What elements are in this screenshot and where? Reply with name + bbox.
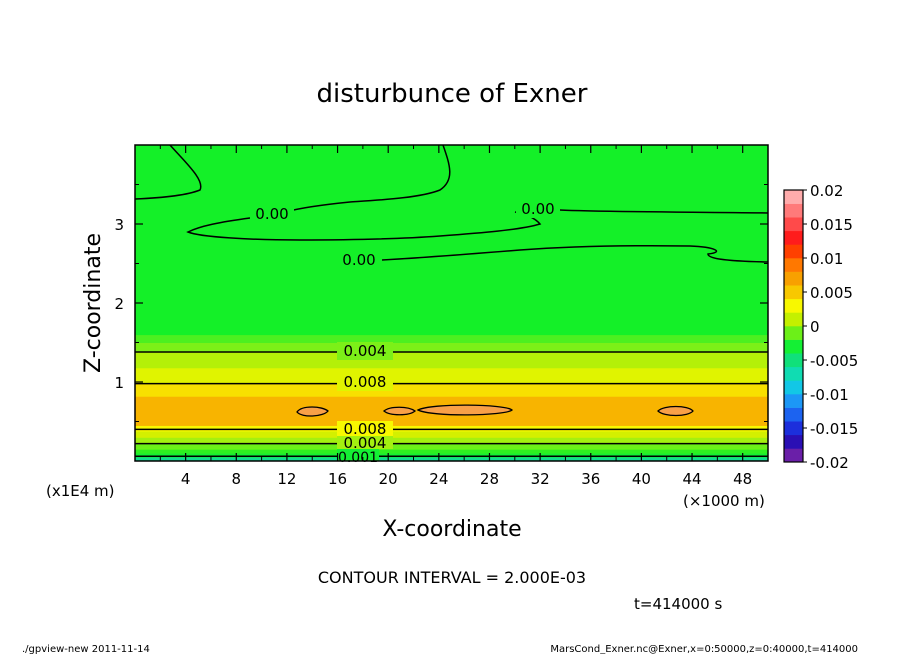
colorbar-swatch [784,339,803,354]
colorbar-swatch [784,353,803,368]
colorbar-swatch [784,366,803,381]
colorbar-tick-label: 0 [810,318,820,336]
contour-band [135,453,768,458]
colorbar-swatch [784,244,803,259]
colorbar [784,190,803,463]
contour-blob [296,406,329,417]
colorbar-swatch [784,312,803,327]
colorbar-swatch [784,394,803,408]
y-tick-label: 3 [114,216,124,234]
x-tick-label: 16 [328,470,347,488]
x-tick-label: 48 [733,470,752,488]
colorbar-tick-label: 0.005 [810,284,853,302]
colorbar-swatch [784,448,803,463]
y-axis-label: Z-coordinate [81,233,106,373]
colorbar-swatch [784,203,803,218]
contour-line [559,209,768,214]
contour-label: 0.001 [338,450,378,466]
footer-right-text: MarsCond_Exner.nc@Exner,x=0:50000,z=0:40… [550,644,858,654]
colorbar-swatch [784,326,803,340]
x-tick-label: 28 [480,470,499,488]
colorbar-swatch [784,258,803,272]
colorbar-swatch [784,190,803,204]
contour-band [135,367,768,385]
contour-band [135,425,768,432]
contour-band [135,351,768,369]
contour-band [135,449,768,454]
contour-label: 0.008 [344,373,387,391]
x-axis: 4 8 12 16 20 24 28 32 36 40 44 48 [159,145,752,488]
contour-labels: 0.00 0.00 0.00 0.004 0.008 0.008 0.004 0… [250,200,560,466]
x-tick-label: 32 [531,470,550,488]
contour-blobs [296,404,694,417]
contour-blob [382,406,417,416]
colorbar-tick-label: -0.015 [810,420,858,438]
y-unit-label: (x1E4 m) [46,482,115,500]
contour-band [135,443,768,450]
x-unit-label: (×1000 m) [683,492,765,510]
x-tick-label: 8 [232,470,242,488]
time-text: t=414000 s [634,595,722,613]
colorbar-tick-label: -0.005 [810,352,858,370]
y-tick-label: 1 [114,374,124,392]
x-axis-label: X-coordinate [382,517,521,542]
contour-fill-bands [135,145,768,461]
contour-line [135,145,202,200]
colorbar-swatch [784,285,803,300]
contour-label: 0.008 [344,420,387,438]
x-tick-label: 4 [181,470,191,488]
contour-interval-text: CONTOUR INTERVAL = 2.000E-03 [318,568,586,587]
contour-band [135,457,768,461]
y-axis: 1 2 3 [114,184,768,422]
contour-label: 0.00 [342,251,375,269]
x-tick-label: 40 [632,470,651,488]
contour-label: 0.00 [255,205,288,223]
colorbar-swatch [784,217,803,232]
x-tick-label: 12 [277,470,296,488]
chart-title: disturbunce of Exner [317,79,588,109]
contour-line [381,244,768,263]
colorbar-swatch [784,434,803,449]
contour-label: 0.00 [521,200,554,218]
contour-band [135,342,768,353]
contour-band [135,145,768,336]
colorbar-tick-label: 0.02 [810,182,843,200]
contour-band [135,334,768,343]
colorbar-swatch [784,421,803,436]
colorbar-swatch [784,298,803,313]
contour-band [135,437,768,445]
contour-line [284,145,451,213]
contour-band [135,430,768,438]
x-tick-label: 44 [682,470,701,488]
colorbar-tick-label: 0.015 [810,216,853,234]
y-tick-label: 2 [114,295,124,313]
x-tick-label: 20 [379,470,398,488]
contour-label: 0.004 [344,434,387,452]
contour-band [135,383,768,397]
contour-line [186,211,542,241]
colorbar-tick-label: -0.02 [810,454,849,472]
colorbar-swatch [784,230,803,245]
colorbar-ticks: 0.02 0.015 0.01 0.005 0 -0.005 -0.01 -0.015 -0.0… [803,182,858,472]
x-tick-label: 36 [581,470,600,488]
colorbar-tick-label: -0.01 [810,386,849,404]
colorbar-swatch [784,271,803,286]
contour-label: 0.004 [344,342,387,360]
contour-blob [657,405,694,417]
contour-lines [135,145,768,458]
contour-blob [416,404,514,416]
footer-left-text: ./gpview-new 2011-11-14 [22,644,150,654]
colorbar-swatch [784,380,803,395]
colorbar-tick-label: 0.01 [810,250,843,268]
x-tick-label: 24 [429,470,448,488]
colorbar-swatch [784,407,803,422]
